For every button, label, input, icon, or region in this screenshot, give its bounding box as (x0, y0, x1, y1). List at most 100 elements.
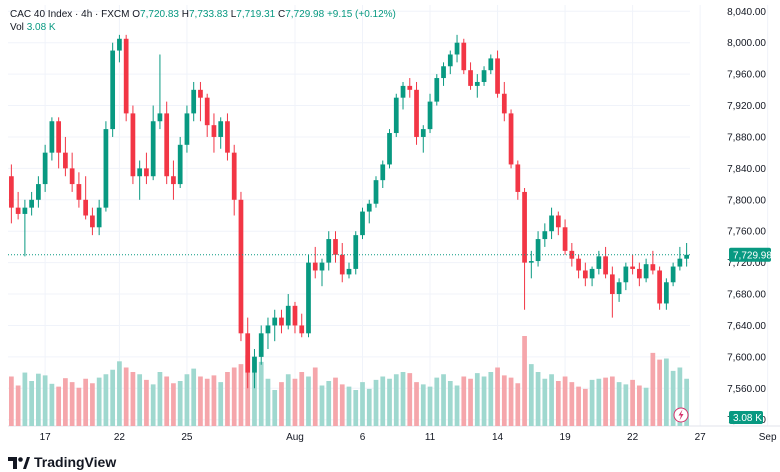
time-tick-label: 27 (695, 432, 707, 443)
volume-bar (468, 378, 473, 426)
volume-bar (461, 376, 467, 426)
candle-body (272, 317, 278, 326)
volume-bar (387, 378, 392, 426)
volume-bar (393, 374, 399, 426)
volume-bar (670, 370, 676, 426)
candle-body (198, 89, 203, 98)
brand-name: TradingView (34, 454, 117, 470)
volume-bar (279, 382, 284, 426)
candle-body (231, 152, 237, 200)
candle-body (137, 168, 143, 177)
volume-bar (535, 372, 541, 426)
candle-body (15, 207, 21, 214)
ohlc-row: CAC 40 Index · 4h · FXCM O7,720.83 H7,73… (10, 8, 396, 21)
symbol-title[interactable]: CAC 40 Index · 4h · FXCM (10, 9, 130, 20)
volume-bar (623, 384, 629, 426)
volume-bar (177, 381, 183, 426)
volume-bar (609, 376, 615, 426)
price-tick-label: 7,640.00 (727, 321, 766, 332)
volume-bar (110, 369, 116, 426)
volume-bar (198, 376, 203, 426)
volume-bar (630, 379, 635, 426)
volume-bar (218, 382, 224, 426)
candle-body (171, 176, 176, 185)
price-tick-label: 7,800.00 (727, 195, 766, 206)
volume-bar (414, 382, 419, 426)
candle-body (434, 78, 440, 102)
candle-body (373, 180, 379, 204)
volume-bar (137, 374, 143, 426)
volume-bar (238, 364, 244, 426)
price-tick-label: 7,960.00 (727, 70, 766, 81)
change-value: +9.15 (+0.12%) (326, 9, 396, 20)
candle-body (225, 121, 230, 153)
volume-bar (366, 388, 372, 426)
volume-bar (603, 377, 608, 426)
close-label: C (278, 9, 286, 20)
volume-bar (454, 385, 460, 426)
volume-bar (211, 375, 217, 426)
candle-body (177, 144, 183, 185)
time-tick-label: Aug (286, 432, 304, 443)
candle-body (609, 274, 615, 295)
candle-body (535, 239, 541, 262)
candle-body (299, 325, 305, 334)
candle-body (528, 261, 534, 263)
price-tick-label: 7,880.00 (727, 132, 766, 143)
volume-bar (312, 367, 318, 426)
volume-bar (528, 364, 534, 426)
volume-bar (346, 386, 352, 426)
volume-bar (501, 375, 507, 426)
open-value: 7,720.83 (140, 9, 179, 20)
candle-body (454, 42, 460, 55)
tradingview-logo[interactable]: TradingView (8, 454, 116, 470)
vol-label: Vol (10, 22, 24, 33)
candle-body (150, 121, 156, 177)
volume-bar (549, 374, 554, 426)
candle-body (684, 254, 689, 259)
vol-value: 3.08 K (26, 22, 56, 33)
candle-body (103, 129, 109, 208)
candle-body (582, 270, 588, 279)
volume-bar (90, 383, 95, 426)
candle-body (164, 113, 170, 177)
time-tick-label: 17 (40, 432, 52, 443)
volume-bar (49, 383, 55, 426)
time-axis[interactable]: 172225Aug61114192227Sep49 (40, 432, 780, 443)
volume-bar (117, 361, 122, 426)
volume-bar (427, 386, 433, 426)
candle-body (616, 282, 622, 295)
candle-body (258, 333, 264, 357)
candle-body (420, 129, 426, 137)
candle-body (90, 215, 95, 228)
volume-bar (103, 374, 109, 426)
candlesticks (9, 34, 689, 389)
volume-bar (677, 367, 683, 426)
volume-bar (582, 388, 588, 426)
volume-bar (339, 384, 345, 426)
volume-bar (184, 374, 190, 426)
volume-bar (157, 372, 163, 426)
price-axis[interactable]: 7,520.007,560.007,600.007,640.007,680.00… (727, 7, 766, 426)
high-label: H (181, 9, 189, 20)
volume-label: 3.08 K (733, 413, 762, 424)
volume-bar (9, 376, 14, 426)
candle-body (522, 191, 527, 263)
time-tick-label: 22 (114, 432, 126, 443)
candle-body (265, 325, 271, 334)
volume-bar (542, 378, 548, 426)
candle-body (204, 97, 210, 126)
candle-body (657, 270, 662, 304)
volume-bar (191, 368, 197, 426)
volume-bar (171, 383, 176, 426)
candle-body (76, 184, 82, 200)
candle-body (29, 199, 34, 208)
lightning-icon[interactable] (673, 407, 689, 423)
candle-body (49, 121, 55, 153)
candle-body (63, 152, 68, 169)
volume-bar (252, 356, 257, 426)
price-tick-label: 8,040.00 (727, 7, 766, 18)
candle-body (515, 164, 521, 192)
volume-bar (555, 381, 561, 426)
